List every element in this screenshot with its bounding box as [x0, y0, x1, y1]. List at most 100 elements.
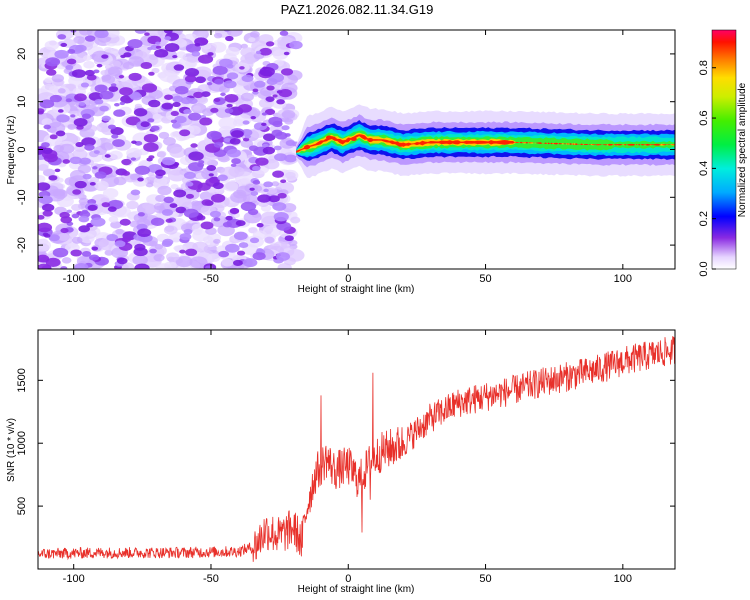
noise-blob [73, 118, 88, 127]
noise-blob [191, 51, 201, 57]
colorbar-tick-label: 0.6 [698, 110, 710, 125]
noise-blob [198, 30, 209, 36]
snr-y-tick-label: 1500 [16, 368, 28, 392]
noise-blob [148, 99, 161, 108]
noise-blob [248, 37, 256, 43]
noise-blob [285, 249, 305, 262]
noise-blob [225, 243, 240, 253]
spectrogram-y-tick-label: 20 [16, 48, 28, 60]
noise-blob [153, 176, 168, 186]
noise-blob [179, 249, 186, 254]
noise-blob [84, 35, 96, 42]
noise-blob [150, 44, 159, 50]
noise-blob [121, 170, 131, 176]
noise-blob [257, 194, 271, 203]
noise-blob [237, 104, 252, 113]
noise-blob [115, 228, 124, 235]
noise-blob [279, 30, 289, 36]
noise-blob [101, 74, 116, 84]
noise-blob [60, 228, 69, 234]
noise-blob [172, 54, 178, 59]
noise-blob [241, 74, 254, 83]
noise-blob [164, 36, 172, 41]
noise-blob [57, 34, 67, 40]
noise-blob [195, 76, 206, 84]
noise-blob [38, 222, 53, 233]
noise-blob [65, 98, 73, 103]
noise-blob [252, 88, 259, 93]
noise-blob [192, 241, 209, 253]
noise-blob [242, 137, 250, 142]
noise-blob [192, 105, 202, 111]
noise-blob [170, 119, 177, 124]
noise-blob [284, 235, 294, 242]
noise-blob [226, 64, 234, 69]
noise-blob [290, 216, 301, 224]
snr-axes: -100 -50 0 50 100 500 1000 1500 [16, 330, 675, 585]
noise-blob [51, 74, 65, 83]
noise-blob [38, 108, 45, 114]
noise-blob [259, 47, 272, 56]
noise-blob [166, 252, 180, 262]
noise-blob [110, 221, 122, 229]
noise-blob [81, 137, 96, 147]
noise-blob [52, 247, 69, 258]
noise-blob [148, 240, 158, 247]
noise-blob [289, 40, 303, 50]
noise-blob [261, 122, 267, 127]
noise-blob [148, 155, 155, 159]
noise-blob [265, 96, 275, 102]
noise-blob [163, 225, 178, 235]
noise-blob [170, 131, 180, 138]
noise-blob [79, 232, 95, 244]
noise-blob [200, 39, 209, 44]
noise-blob [163, 196, 174, 204]
noise-blob [101, 54, 109, 59]
noise-blob [108, 216, 119, 223]
noise-blob [109, 60, 122, 69]
noise-blob [225, 215, 233, 221]
noise-blob [224, 108, 234, 114]
noise-blob [253, 80, 266, 88]
noise-blob [222, 221, 232, 228]
noise-blob [259, 66, 275, 77]
noise-blob [140, 62, 153, 70]
noise-blob [174, 85, 189, 95]
noise-blob [276, 99, 285, 105]
noise-blob [44, 77, 54, 84]
noise-blob [66, 58, 77, 65]
noise-blob [249, 237, 260, 244]
noise-blob [238, 242, 249, 249]
noise-blob [235, 220, 246, 227]
noise-blob [43, 124, 51, 130]
noise-blob [114, 240, 126, 248]
noise-blob [38, 239, 51, 252]
noise-blob [167, 169, 186, 182]
snr-x-tick-label: 50 [479, 573, 491, 585]
noise-blob [261, 112, 268, 116]
noise-blob [244, 134, 251, 139]
noise-blob [100, 142, 114, 151]
noise-blob [94, 98, 104, 105]
noise-blob [206, 165, 217, 172]
noise-blob [59, 143, 75, 154]
noise-blob [255, 157, 269, 166]
noise-blob [84, 69, 95, 77]
noise-blob [214, 78, 224, 85]
noise-blob [144, 32, 150, 36]
noise-blob [179, 129, 191, 137]
signal-hotspot [304, 145, 311, 150]
noise-blob [169, 203, 178, 208]
noise-blob [91, 50, 110, 63]
noise-blob [256, 248, 264, 253]
noise-blob [273, 212, 289, 222]
noise-blob [173, 245, 182, 251]
noise-blob [49, 94, 62, 103]
noise-blob [252, 252, 266, 261]
noise-blob [116, 257, 128, 265]
spectrogram-x-tick-label: 50 [479, 273, 491, 285]
noise-blob [185, 181, 194, 187]
noise-blob [155, 41, 161, 45]
